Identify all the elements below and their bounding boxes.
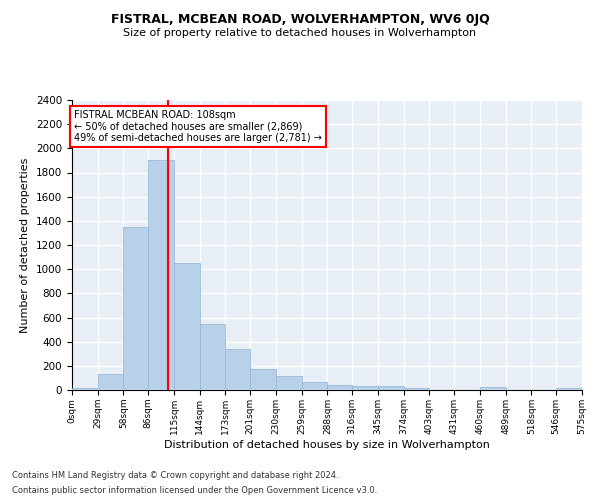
Bar <box>328 385 352 390</box>
Bar <box>378 386 404 390</box>
Text: Contains HM Land Registry data © Crown copyright and database right 2024.: Contains HM Land Registry data © Crown c… <box>12 471 338 480</box>
Bar <box>404 388 430 390</box>
Text: Size of property relative to detached houses in Wolverhampton: Size of property relative to detached ho… <box>124 28 476 38</box>
Bar <box>200 324 226 390</box>
Bar <box>226 349 250 390</box>
Text: FISTRAL, MCBEAN ROAD, WOLVERHAMPTON, WV6 0JQ: FISTRAL, MCBEAN ROAD, WOLVERHAMPTON, WV6… <box>110 12 490 26</box>
Text: FISTRAL MCBEAN ROAD: 108sqm
← 50% of detached houses are smaller (2,869)
49% of : FISTRAL MCBEAN ROAD: 108sqm ← 50% of det… <box>74 110 322 143</box>
Bar <box>480 387 506 390</box>
Bar <box>174 263 200 390</box>
X-axis label: Distribution of detached houses by size in Wolverhampton: Distribution of detached houses by size … <box>164 440 490 450</box>
Text: Contains public sector information licensed under the Open Government Licence v3: Contains public sector information licen… <box>12 486 377 495</box>
Bar <box>276 376 302 390</box>
Bar <box>148 160 174 390</box>
Bar <box>124 227 148 390</box>
Bar <box>72 388 98 390</box>
Bar <box>302 382 328 390</box>
Bar <box>250 369 276 390</box>
Bar <box>352 386 378 390</box>
Bar <box>556 388 582 390</box>
Y-axis label: Number of detached properties: Number of detached properties <box>20 158 31 332</box>
Bar <box>98 374 124 390</box>
